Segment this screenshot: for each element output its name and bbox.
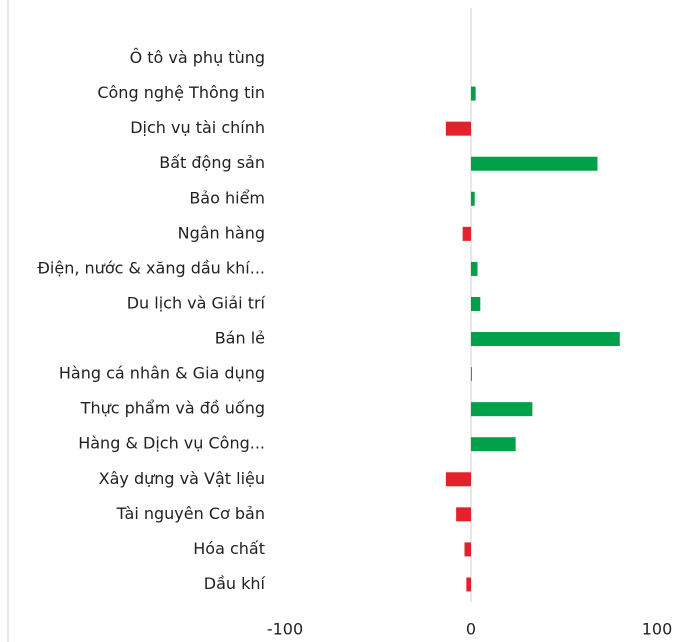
x-tick-label: -100: [267, 620, 303, 639]
bar: [471, 261, 478, 276]
y-tick-label: Tài nguyên Cơ bản: [116, 504, 265, 523]
x-tick-label: 100: [642, 620, 673, 639]
y-tick-label: Hàng & Dịch vụ Công...: [78, 434, 265, 453]
y-tick-label: Dịch vụ tài chính: [130, 118, 265, 137]
bar: [471, 296, 481, 311]
bar: [471, 437, 516, 452]
y-tick-label: Du lịch và Giải trí: [127, 293, 266, 312]
y-tick-label: Bán lẻ: [215, 329, 265, 348]
y-tick-label: Bảo hiểm: [189, 188, 265, 207]
bar: [471, 367, 472, 382]
y-tick-label: Ngân hàng: [178, 223, 265, 242]
y-tick-label: Hàng cá nhân & Gia dụng: [59, 364, 265, 383]
y-tick-label: Ô tô và phụ tùng: [130, 48, 265, 67]
bar: [471, 191, 475, 206]
bar: [471, 402, 533, 417]
bar: [471, 86, 476, 101]
y-tick-label: Hóa chất: [193, 539, 265, 558]
bar: [445, 472, 471, 487]
bar: [471, 332, 620, 347]
bar: [456, 507, 471, 522]
bar: [464, 542, 471, 557]
y-tick-label: Điện, nước & xăng dầu khí...: [38, 258, 265, 277]
bar: [471, 156, 598, 171]
x-tick-label: 0: [466, 620, 476, 639]
y-tick-label: Dầu khí: [204, 574, 266, 593]
y-tick-label: Bất động sản: [159, 153, 265, 172]
y-tick-label: Thực phẩm và đồ uống: [80, 399, 265, 418]
y-tick-label: Xây dựng và Vật liệu: [99, 469, 265, 488]
bar: [462, 226, 471, 241]
bar: [466, 577, 471, 592]
bar: [445, 121, 471, 136]
y-tick-label: Công nghệ Thông tin: [97, 83, 265, 102]
